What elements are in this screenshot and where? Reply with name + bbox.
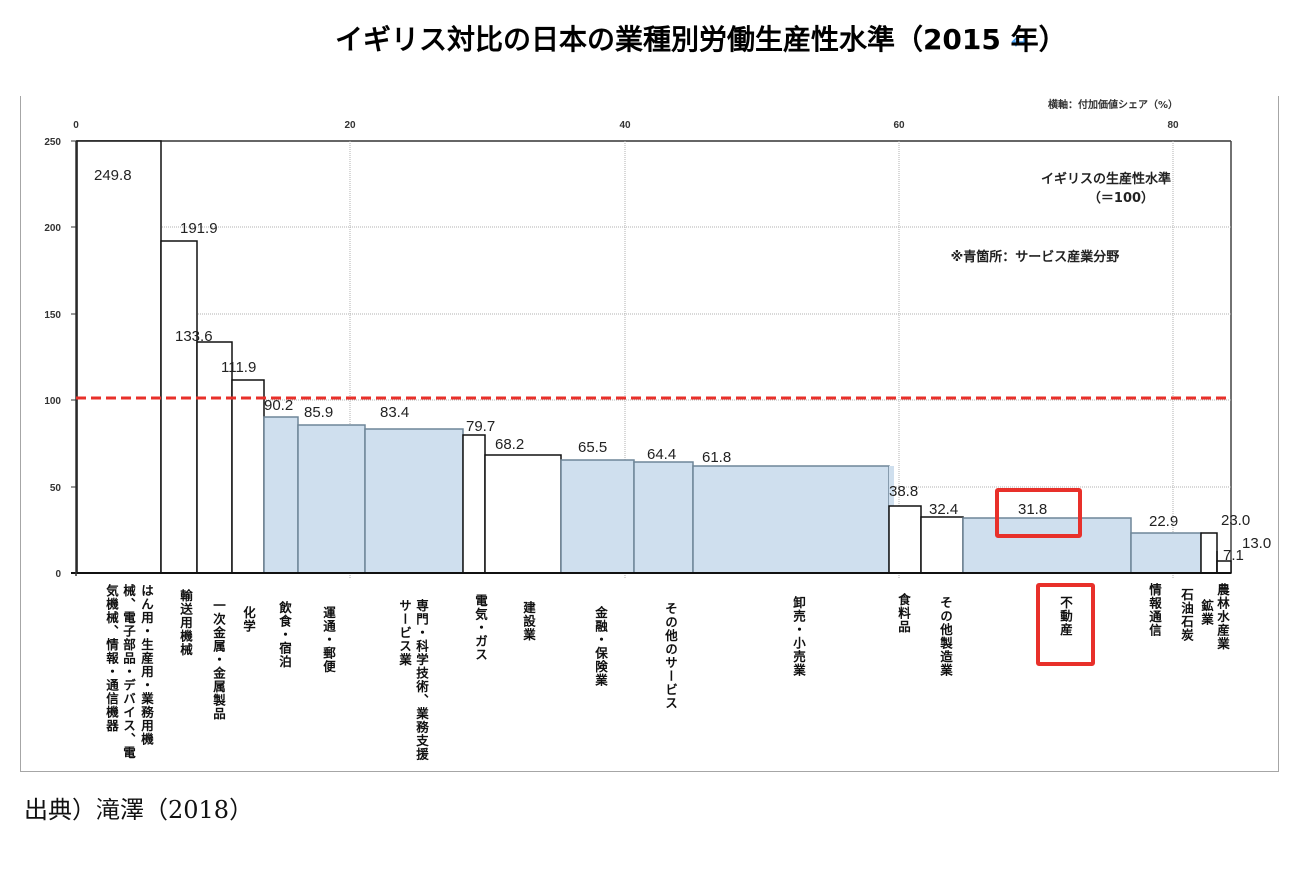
value-label: 133.6 [175,328,213,345]
category-label: 専門・科学技術、業務支援 [414,599,429,761]
category-label: サービス業 [397,599,412,667]
x-tick-60: 60 [893,120,905,131]
category-label-real-estate: 不動産 [1058,596,1073,637]
category-label: 気機械、情報・通信機器 [104,584,119,733]
bar-machinery-electronics [76,140,162,574]
category-label: 一次金属・金属製品 [211,599,226,721]
value-label: 68.2 [495,436,524,453]
value-label: 85.9 [304,404,333,421]
value-label: 79.7 [466,418,495,435]
value-label: 64.4 [647,446,676,463]
category-label: 輸送用機械 [178,589,193,657]
bars [76,140,1232,574]
bar-petroleum-coal [1200,532,1218,574]
value-label: 38.8 [889,483,918,500]
value-label: 32.4 [929,501,958,518]
y-tick-marks [71,140,76,488]
category-label: 建設業 [521,601,536,642]
y-tick-150: 150 [44,310,61,321]
value-label: 7.1 [1223,547,1244,564]
x-tick-80: 80 [1167,120,1179,131]
bar-professional-services [364,428,464,574]
category-label: 飲食・宿泊 [277,601,292,669]
bar-transport-postal [297,424,366,574]
bar-food-lodging [263,416,299,574]
y-tick-50: 50 [50,483,62,494]
title-text: イギリス対比の日本の業種別労働生産性水準（2015 年） [334,23,1067,56]
category-label: 運通・郵便 [321,606,336,674]
real-estate-category-highlight [1036,583,1095,666]
value-label: 111.9 [221,359,256,376]
bar-information-communication [1130,532,1202,574]
bar-chemicals [231,379,265,574]
bar-other-services [633,461,694,574]
value-label: 13.0 [1242,535,1271,552]
value-label: 191.9 [180,220,218,237]
y-tick-250: 250 [44,137,61,148]
bar-real-estate [962,517,1132,574]
value-label: 23.0 [1221,512,1250,529]
x-tick-20: 20 [344,120,356,131]
y-tick-labels: 0 50 100 150 200 250 [44,137,61,580]
category-label: 化学 [241,606,256,633]
service-note: ※青箇所：サービス産業分野 [951,249,1120,265]
y-tick-100: 100 [44,396,61,407]
category-label: 金融・保険業 [593,606,608,687]
value-label: 22.9 [1149,513,1178,530]
value-label: 249.8 [94,167,132,184]
category-label: 情報通信 [1147,583,1162,637]
chart-figure: 0 50 100 150 200 250 0 20 40 60 80 横軸：付加… [20,96,1279,772]
reference-note: イギリスの生産性水準 [1041,171,1171,187]
source-citation: 出典）滝澤（2018） [24,796,254,824]
bar-wholesale-retail [692,465,890,574]
category-label: 農林水産業 [1215,583,1230,651]
x-axis-title: 横軸：付加価値シェア（%） [1048,98,1178,111]
paragraph-return-icon: ↵ [1010,30,1030,55]
x-tick-0: 0 [73,120,79,131]
value-label: 90.2 [264,397,293,414]
value-label: 83.4 [380,404,409,421]
x-tick-labels: 0 20 40 60 80 [73,120,1179,131]
x-tick-40: 40 [619,120,631,131]
category-label: 卸売・小売業 [791,596,806,677]
bar-food-products [888,505,922,574]
bar-construction [484,454,562,574]
category-label: その他のサービス [663,602,678,710]
y-tick-0: 0 [55,569,61,580]
y-tick-200: 200 [44,223,61,234]
chart-canvas: 0 50 100 150 200 250 0 20 40 60 80 横軸：付加… [44,98,1271,580]
reference-note-value: （＝100） [1088,190,1154,206]
x-gridlines [349,141,1174,578]
value-label: 65.5 [578,439,607,456]
value-label-real-estate: 31.8 [1018,501,1047,518]
bar-electricity-gas [462,434,486,574]
category-label: 械、電子部品・デバイス、電 [121,584,136,760]
category-label: 電気・ガス [473,594,488,662]
bar-primary-metals [196,341,233,574]
category-label: 食料品 [896,593,911,634]
bar-transport-equipment [160,240,198,574]
value-label: 61.8 [702,449,731,466]
plot-area [76,140,1232,578]
category-label: 石油石炭 [1179,588,1194,642]
category-label: 鉱業 [1199,599,1214,626]
category-label: はん用・生産用・業務用機 [139,584,154,746]
real-estate-value-highlight [995,488,1082,538]
document-title: イギリス対比の日本の業種別労働生産性水準（2015 年）↵ [0,18,1304,58]
bar-other-manufacturing [920,516,964,574]
bar-finance-insurance [560,459,635,574]
category-label: その他製造業 [938,596,953,677]
value-labels: 249.8 191.9 133.6 111.9 90.2 85.9 83.4 7… [94,167,1271,564]
